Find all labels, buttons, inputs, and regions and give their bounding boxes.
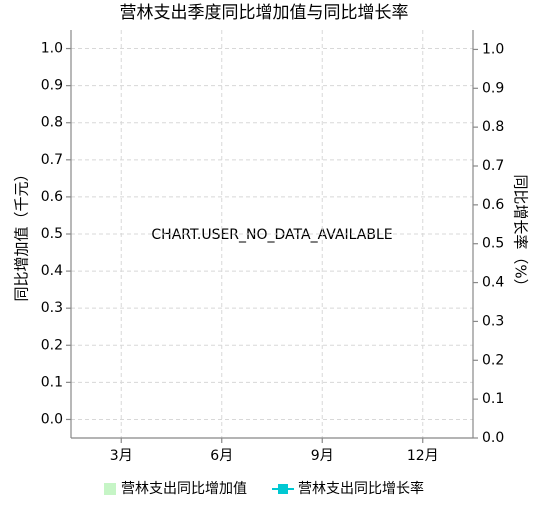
y-tick-label: 0.8 — [41, 115, 63, 131]
y-tick-label: 0.1 — [41, 374, 63, 390]
legend-swatch — [278, 484, 288, 494]
y-tick-label: 0.0 — [41, 411, 63, 427]
legend-swatch — [104, 483, 116, 495]
y-tick-label: 0.5 — [41, 226, 63, 242]
no-data-note: CHART.USER_NO_DATA_AVAILABLE — [151, 227, 392, 243]
y-tick-label: 0.3 — [41, 300, 63, 316]
y-tick-label: 1.0 — [41, 41, 63, 57]
y-tick-label: 0.9 — [41, 78, 63, 94]
y2-tick-label: 0.3 — [482, 313, 504, 329]
y-axis-label: 同比增加值（千元） — [13, 166, 31, 301]
x-tick-label: 6月 — [210, 448, 233, 464]
chart-title: 营林支出季度同比增加值与同比增长率 — [120, 3, 409, 23]
y2-tick-label: 0.9 — [482, 80, 504, 96]
y2-tick-label: 0.2 — [482, 352, 504, 368]
y-tick-label: 0.2 — [41, 337, 63, 353]
y2-tick-label: 0.6 — [482, 197, 504, 213]
y2-tick-label: 0.0 — [482, 430, 504, 446]
x-tick-label: 3月 — [110, 448, 133, 464]
y2-tick-label: 0.4 — [482, 275, 504, 291]
y2-tick-label: 0.1 — [482, 391, 504, 407]
y-tick-label: 0.6 — [41, 189, 63, 205]
y2-axis-label: 同比增长率（%） — [512, 174, 530, 293]
y2-tick-label: 0.5 — [482, 236, 504, 252]
y-tick-label: 0.7 — [41, 152, 63, 168]
legend-label: 营林支出同比增长率 — [298, 480, 424, 497]
y2-tick-label: 0.8 — [482, 119, 504, 135]
x-tick-label: 9月 — [311, 448, 334, 464]
x-tick-label: 12月 — [407, 448, 439, 464]
legend-label: 营林支出同比增加值 — [121, 481, 247, 497]
y2-tick-label: 1.0 — [482, 41, 504, 57]
y2-tick-label: 0.7 — [482, 158, 504, 174]
y-tick-label: 0.4 — [41, 263, 63, 279]
